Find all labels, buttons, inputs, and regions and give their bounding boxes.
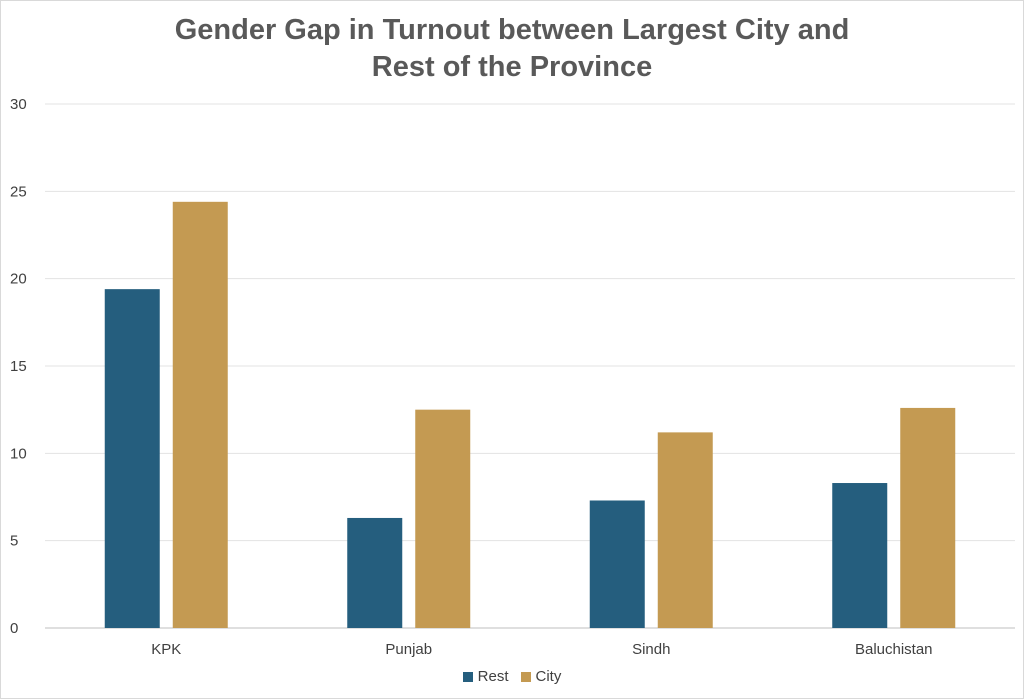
y-tick-label: 15 [10, 358, 27, 375]
legend-swatch-rest [462, 671, 473, 682]
bar-rest-baluchistan [832, 483, 888, 628]
legend: Rest City [0, 668, 1024, 685]
y-tick-label: 20 [10, 271, 27, 288]
x-tick-label: Baluchistan [855, 641, 933, 658]
x-tick-label: Sindh [632, 641, 670, 658]
bar-city-sindh [657, 432, 713, 628]
bar-city-baluchistan [900, 407, 956, 628]
chart-title-line-2: Rest of the Province [371, 51, 653, 83]
bar-rest-sindh [589, 500, 645, 628]
bar-city-kpk [172, 201, 228, 628]
bar-city-punjab [415, 409, 471, 628]
bar-rest-kpk [104, 289, 160, 628]
legend-label-rest: Rest [477, 668, 509, 685]
chart-title-line-1: Gender Gap in Turnout between Largest Ci… [174, 14, 850, 46]
x-axis-ticks: KPK Punjab Sindh Baluchistan [151, 641, 932, 658]
bars [104, 201, 956, 628]
bar-rest-punjab [347, 517, 403, 628]
y-tick-label: 0 [10, 620, 18, 637]
y-tick-label: 25 [10, 183, 27, 200]
legend-item-city: City [520, 668, 562, 685]
y-tick-label: 5 [10, 533, 18, 550]
y-tick-label: 30 [10, 96, 27, 113]
y-axis-ticks: 0 5 10 15 20 25 30 [10, 96, 27, 637]
x-tick-label: KPK [151, 641, 181, 658]
chart-title: Gender Gap in Turnout between Largest Ci… [0, 12, 1024, 86]
x-tick-label: Punjab [385, 641, 432, 658]
y-tick-label: 10 [10, 445, 27, 462]
legend-item-rest: Rest [462, 668, 509, 685]
legend-swatch-city [520, 671, 531, 682]
legend-label-city: City [535, 668, 562, 685]
